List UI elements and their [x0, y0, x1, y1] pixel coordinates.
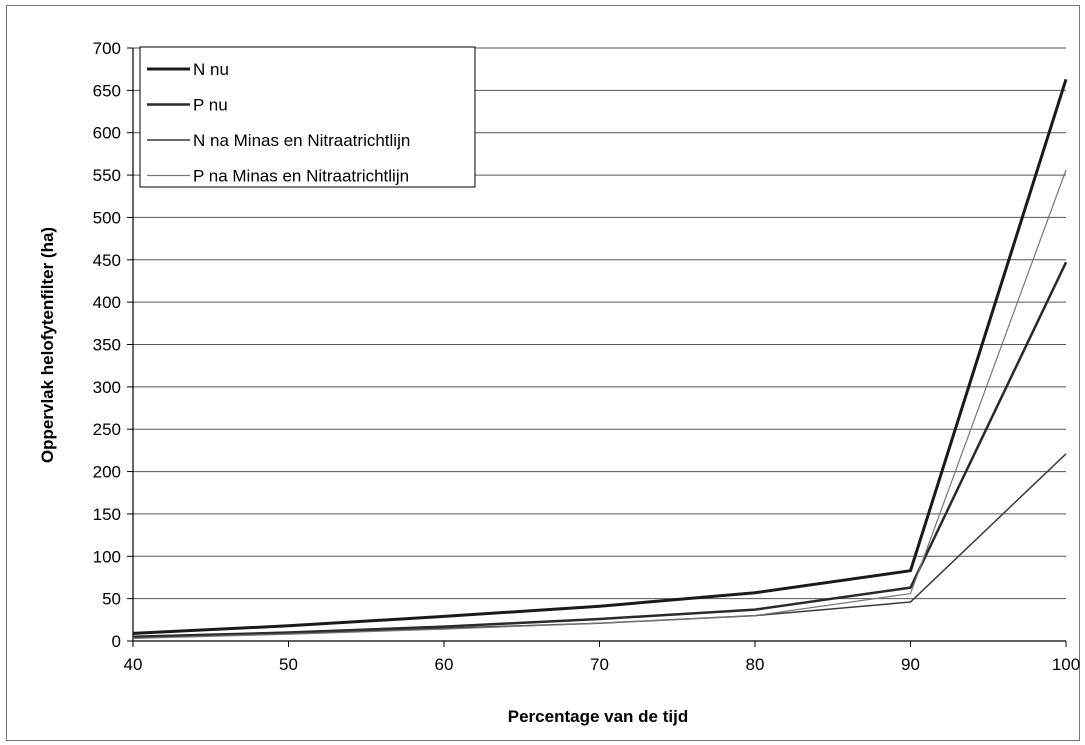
y-tick-label: 400	[93, 293, 121, 312]
x-tick-label: 90	[901, 655, 920, 674]
x-tick-labels: 40 50 60 70 80 90 100	[124, 655, 1081, 674]
legend-label: N na Minas en Nitraatrichtlijn	[193, 131, 410, 150]
series-lines	[132, 78, 1068, 640]
y-tick-label: 550	[93, 166, 121, 185]
axes	[127, 47, 1067, 647]
y-tick-label: 300	[93, 378, 121, 397]
y-tick-label: 100	[93, 547, 121, 566]
legend-label: N nu	[193, 60, 229, 79]
y-tick-label: 350	[93, 336, 121, 355]
y-tick-label: 0	[112, 632, 121, 651]
y-tick-label: 600	[93, 124, 121, 143]
y-axis-title: Oppervlak helofytenfilter (ha)	[38, 227, 57, 463]
x-tick-label: 50	[279, 655, 298, 674]
y-tick-label: 700	[93, 39, 121, 58]
series-line-1	[132, 78, 1068, 635]
series-line-2	[132, 261, 1068, 639]
y-tick-label: 150	[93, 505, 121, 524]
y-tick-labels: 0 50 100 150 200 250 300 350 400 450 500 550 600 650 7…	[93, 39, 121, 651]
x-tick-label: 40	[124, 655, 143, 674]
legend-label: P nu	[193, 96, 228, 115]
x-tick-label: 70	[590, 655, 609, 674]
series-line-3	[132, 453, 1067, 639]
legend-label: P na Minas en Nitraatrichtlijn	[193, 167, 409, 186]
legend-box	[139, 46, 476, 188]
series-line-4	[132, 169, 1067, 640]
x-tick-label: 80	[746, 655, 765, 674]
y-tick-label: 50	[102, 590, 121, 609]
y-tick-label: 650	[93, 81, 121, 100]
x-tick-label: 100	[1052, 655, 1080, 674]
x-axis-title: Percentage van de tijd	[508, 707, 688, 726]
x-tick-label: 60	[435, 655, 454, 674]
y-tick-label: 500	[93, 208, 121, 227]
y-tick-label: 450	[93, 251, 121, 270]
y-tick-label: 200	[93, 463, 121, 482]
y-tick-label: 250	[93, 420, 121, 439]
legend: N nu P nu N na Minas en Nitraatrichtlijn P …	[139, 46, 476, 188]
